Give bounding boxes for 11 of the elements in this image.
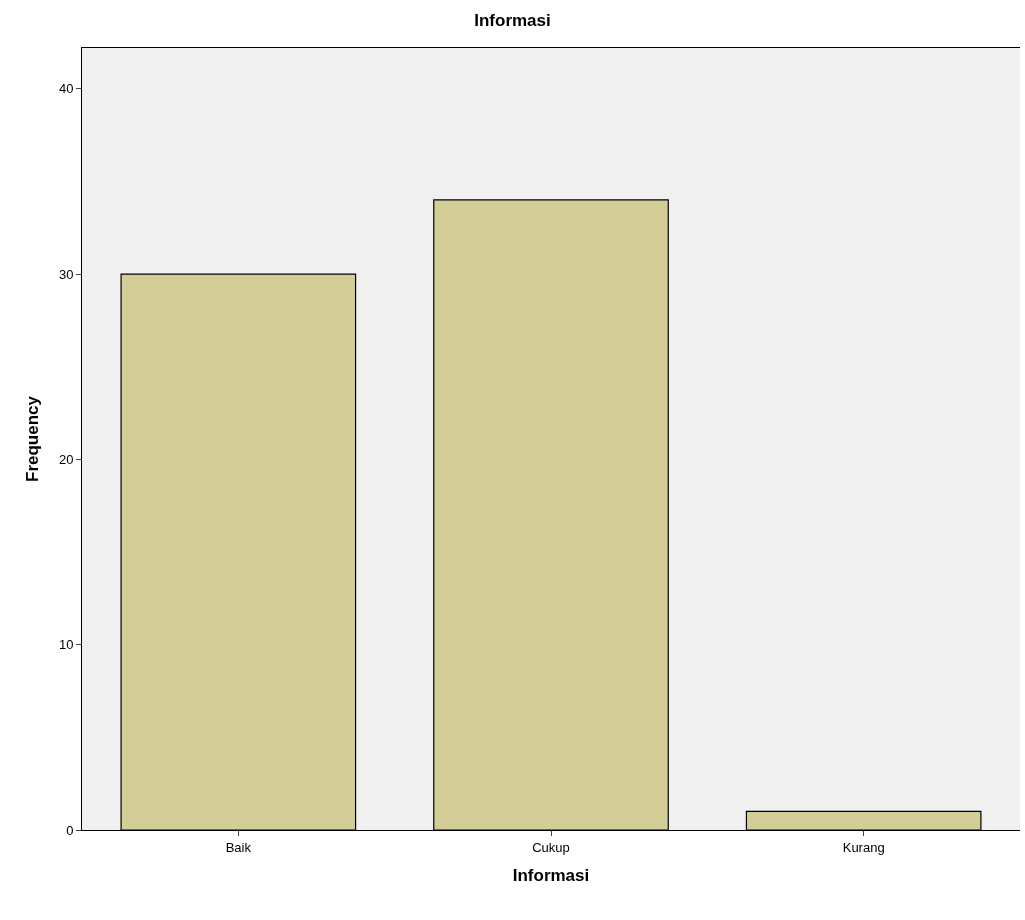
x-tick-label: Cukup: [532, 839, 570, 855]
y-tick-label: 20: [58, 451, 74, 467]
y-tick-label: 30: [58, 266, 74, 282]
y-tick-label: 40: [58, 81, 74, 97]
x-tick-label: Baik: [225, 839, 252, 855]
x-axis-title: Informasi: [512, 866, 590, 885]
x-tick-label: Kurang: [842, 839, 885, 855]
y-axis-title: Frequency: [23, 395, 43, 482]
y-tick-label: 0: [66, 822, 74, 838]
y-tick-label: 10: [58, 637, 74, 653]
chart-title: Informasi: [474, 10, 551, 30]
